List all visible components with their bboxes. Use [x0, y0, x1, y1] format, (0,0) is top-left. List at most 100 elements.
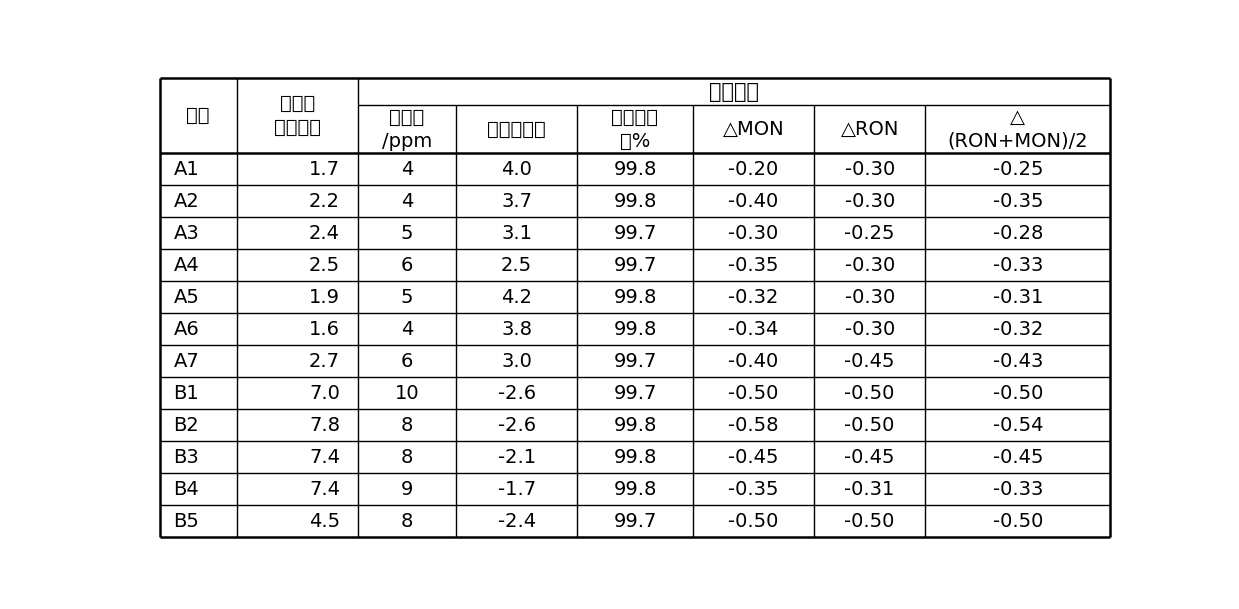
Text: 2.7: 2.7: [309, 352, 339, 371]
Text: 3.1: 3.1: [501, 224, 532, 243]
Text: 8: 8: [401, 416, 414, 435]
Text: 2.2: 2.2: [309, 192, 339, 211]
Text: A3: A3: [173, 224, 199, 243]
Text: 99.8: 99.8: [613, 192, 657, 211]
Text: 4.5: 4.5: [309, 512, 339, 531]
Text: △MON: △MON: [722, 120, 784, 139]
Text: B2: B2: [173, 416, 199, 435]
Text: -0.35: -0.35: [729, 480, 778, 499]
Text: -0.34: -0.34: [729, 320, 778, 339]
Text: 产品汽油: 产品汽油: [709, 82, 760, 102]
Text: 99.7: 99.7: [613, 256, 657, 275]
Text: 4.0: 4.0: [502, 160, 532, 178]
Text: 99.8: 99.8: [613, 448, 657, 467]
Text: 编号: 编号: [186, 106, 209, 125]
Text: 7.4: 7.4: [309, 480, 339, 499]
Text: 硫含量
/ppm: 硫含量 /ppm: [382, 108, 432, 150]
Text: 6: 6: [401, 256, 414, 275]
Text: 1.7: 1.7: [309, 160, 339, 178]
Text: -0.30: -0.30: [845, 160, 895, 178]
Text: B5: B5: [173, 512, 199, 531]
Text: 99.8: 99.8: [613, 416, 657, 435]
Text: -2.4: -2.4: [498, 512, 535, 531]
Text: 99.8: 99.8: [613, 480, 657, 499]
Text: -0.25: -0.25: [845, 224, 895, 243]
Text: -0.20: -0.20: [729, 160, 778, 178]
Text: 4: 4: [401, 192, 414, 211]
Text: 5: 5: [400, 287, 414, 307]
Text: 3.0: 3.0: [502, 352, 532, 371]
Text: 催化剂
磨损指数: 催化剂 磨损指数: [274, 94, 321, 136]
Text: 1.9: 1.9: [309, 287, 339, 307]
Text: -0.50: -0.50: [729, 384, 778, 403]
Text: -0.35: -0.35: [992, 192, 1043, 211]
Text: -0.30: -0.30: [845, 192, 895, 211]
Text: A7: A7: [173, 352, 199, 371]
Text: △RON: △RON: [840, 120, 898, 139]
Text: 99.8: 99.8: [613, 320, 657, 339]
Text: 4: 4: [401, 160, 414, 178]
Text: -0.50: -0.50: [845, 512, 895, 531]
Text: 9: 9: [401, 480, 414, 499]
Text: 4.2: 4.2: [501, 287, 532, 307]
Text: 3.7: 3.7: [501, 192, 532, 211]
Text: 4: 4: [401, 320, 414, 339]
Text: 7.0: 7.0: [309, 384, 339, 403]
Text: -0.40: -0.40: [729, 192, 778, 211]
Text: -0.35: -0.35: [729, 256, 778, 275]
Text: -0.30: -0.30: [845, 256, 895, 275]
Text: 6: 6: [401, 352, 414, 371]
Text: -0.30: -0.30: [845, 287, 895, 307]
Text: B4: B4: [173, 480, 199, 499]
Text: -0.50: -0.50: [729, 512, 778, 531]
Text: 8: 8: [401, 448, 414, 467]
Text: B3: B3: [173, 448, 199, 467]
Text: -0.45: -0.45: [845, 352, 895, 371]
Text: △
(RON+MON)/2: △ (RON+MON)/2: [948, 108, 1088, 150]
Text: -0.25: -0.25: [992, 160, 1043, 178]
Text: 5: 5: [400, 224, 414, 243]
Text: 2.5: 2.5: [501, 256, 533, 275]
Text: 2.5: 2.5: [309, 256, 339, 275]
Text: -1.7: -1.7: [498, 480, 535, 499]
Text: A2: A2: [173, 192, 199, 211]
Text: -0.31: -0.31: [845, 480, 895, 499]
Text: -0.32: -0.32: [992, 320, 1043, 339]
Text: -0.28: -0.28: [992, 224, 1043, 243]
Text: A6: A6: [173, 320, 199, 339]
Text: -0.30: -0.30: [729, 224, 778, 243]
Text: B1: B1: [173, 384, 199, 403]
Text: 99.8: 99.8: [613, 160, 657, 178]
Text: 收率，重
量%: 收率，重 量%: [612, 108, 658, 150]
Text: 99.7: 99.7: [613, 512, 657, 531]
Text: A5: A5: [173, 287, 199, 307]
Text: -0.50: -0.50: [992, 384, 1043, 403]
Text: -0.45: -0.45: [729, 448, 778, 467]
Text: -0.33: -0.33: [992, 480, 1043, 499]
Text: -0.58: -0.58: [729, 416, 778, 435]
Text: A1: A1: [173, 160, 199, 178]
Text: 99.7: 99.7: [613, 384, 657, 403]
Text: 氢气量差值: 氢气量差值: [487, 120, 546, 139]
Text: -0.50: -0.50: [992, 512, 1043, 531]
Text: -0.32: -0.32: [729, 287, 778, 307]
Text: -2.6: -2.6: [498, 384, 535, 403]
Text: 7.4: 7.4: [309, 448, 339, 467]
Text: -0.31: -0.31: [992, 287, 1043, 307]
Text: 99.7: 99.7: [613, 352, 657, 371]
Text: 1.6: 1.6: [309, 320, 339, 339]
Text: 99.7: 99.7: [613, 224, 657, 243]
Text: -0.33: -0.33: [992, 256, 1043, 275]
Text: -0.45: -0.45: [845, 448, 895, 467]
Text: -0.50: -0.50: [845, 416, 895, 435]
Text: -0.45: -0.45: [992, 448, 1043, 467]
Text: -2.6: -2.6: [498, 416, 535, 435]
Text: -0.54: -0.54: [992, 416, 1043, 435]
Text: 10: 10: [395, 384, 419, 403]
Text: A4: A4: [173, 256, 199, 275]
Text: -0.43: -0.43: [992, 352, 1043, 371]
Text: 7.8: 7.8: [309, 416, 339, 435]
Text: -0.30: -0.30: [845, 320, 895, 339]
Text: 99.8: 99.8: [613, 287, 657, 307]
Text: -0.40: -0.40: [729, 352, 778, 371]
